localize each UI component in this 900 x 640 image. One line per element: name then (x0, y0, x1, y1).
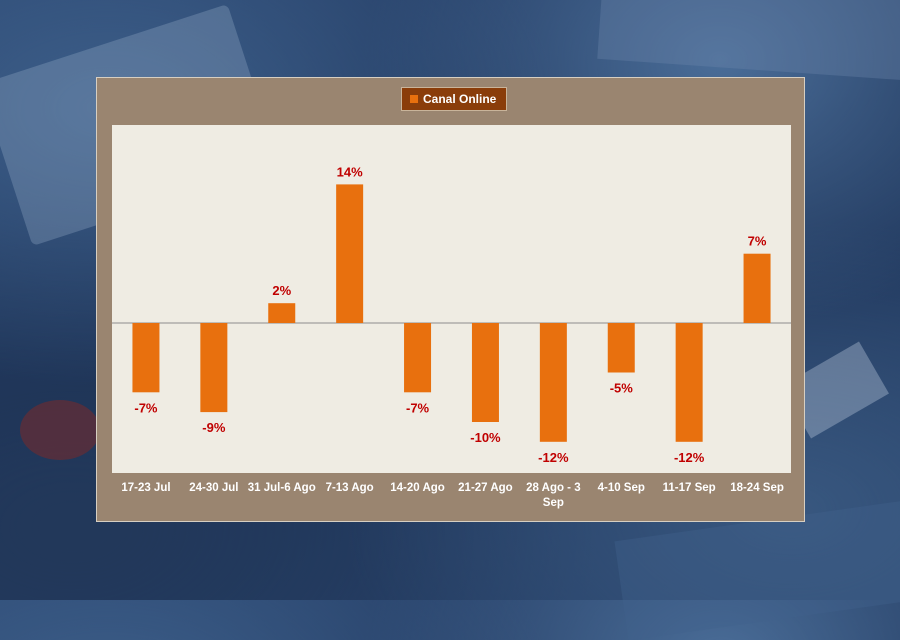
bar (607, 323, 635, 373)
data-label: 2% (272, 283, 291, 298)
chart-panel: Canal Online -7% -9% 2% 14% -7% -10% -12% -5% -1… (96, 77, 805, 522)
data-label: 7% (748, 234, 767, 249)
background-decoration (597, 0, 900, 82)
bar (675, 323, 703, 442)
data-label: 14% (337, 164, 363, 179)
bar (539, 323, 567, 442)
bar-chart: -7% -9% 2% 14% -7% -10% -12% -5% -12% 7% (112, 164, 791, 465)
x-tick-label: 31 Jul-6 Ago (247, 482, 316, 494)
x-tick-label: 11-17 Sep (662, 482, 716, 494)
x-tick-label: 18-24 Sep (730, 482, 784, 494)
data-label: -10% (470, 430, 501, 445)
bar (132, 323, 160, 393)
data-label: -12% (538, 450, 569, 465)
data-label: -9% (202, 420, 226, 435)
bar (743, 253, 771, 323)
x-tick-label: 24-30 Jul (189, 482, 239, 494)
x-tick-label: 28 Ago - 3 Sep (526, 482, 581, 509)
x-tick-label: 4-10 Sep (597, 482, 645, 494)
background-decoration (20, 400, 100, 460)
plot-area: -7% -9% 2% 14% -7% -10% -12% -5% -12% 7% (112, 125, 791, 473)
legend-swatch (410, 95, 418, 103)
bar (471, 323, 499, 422)
bar (268, 303, 296, 323)
bar (200, 323, 228, 413)
x-tick-label: 21-27 Ago (458, 482, 513, 494)
x-tick-label: 7-13 Ago (325, 482, 374, 494)
x-tick-label: 14-20 Ago (390, 482, 445, 494)
data-label: -7% (134, 400, 158, 415)
data-label: -5% (610, 381, 634, 396)
data-label: -12% (674, 450, 705, 465)
data-label: -7% (406, 400, 430, 415)
x-axis-labels: 17-23 Jul 24-30 Jul 31 Jul-6 Ago 7-13 Ago 14… (112, 481, 791, 521)
bar (404, 323, 432, 393)
legend-label: Canal Online (423, 92, 497, 106)
bar (336, 184, 364, 323)
chart-legend: Canal Online (401, 87, 508, 111)
x-tick-label: 17-23 Jul (121, 482, 171, 494)
